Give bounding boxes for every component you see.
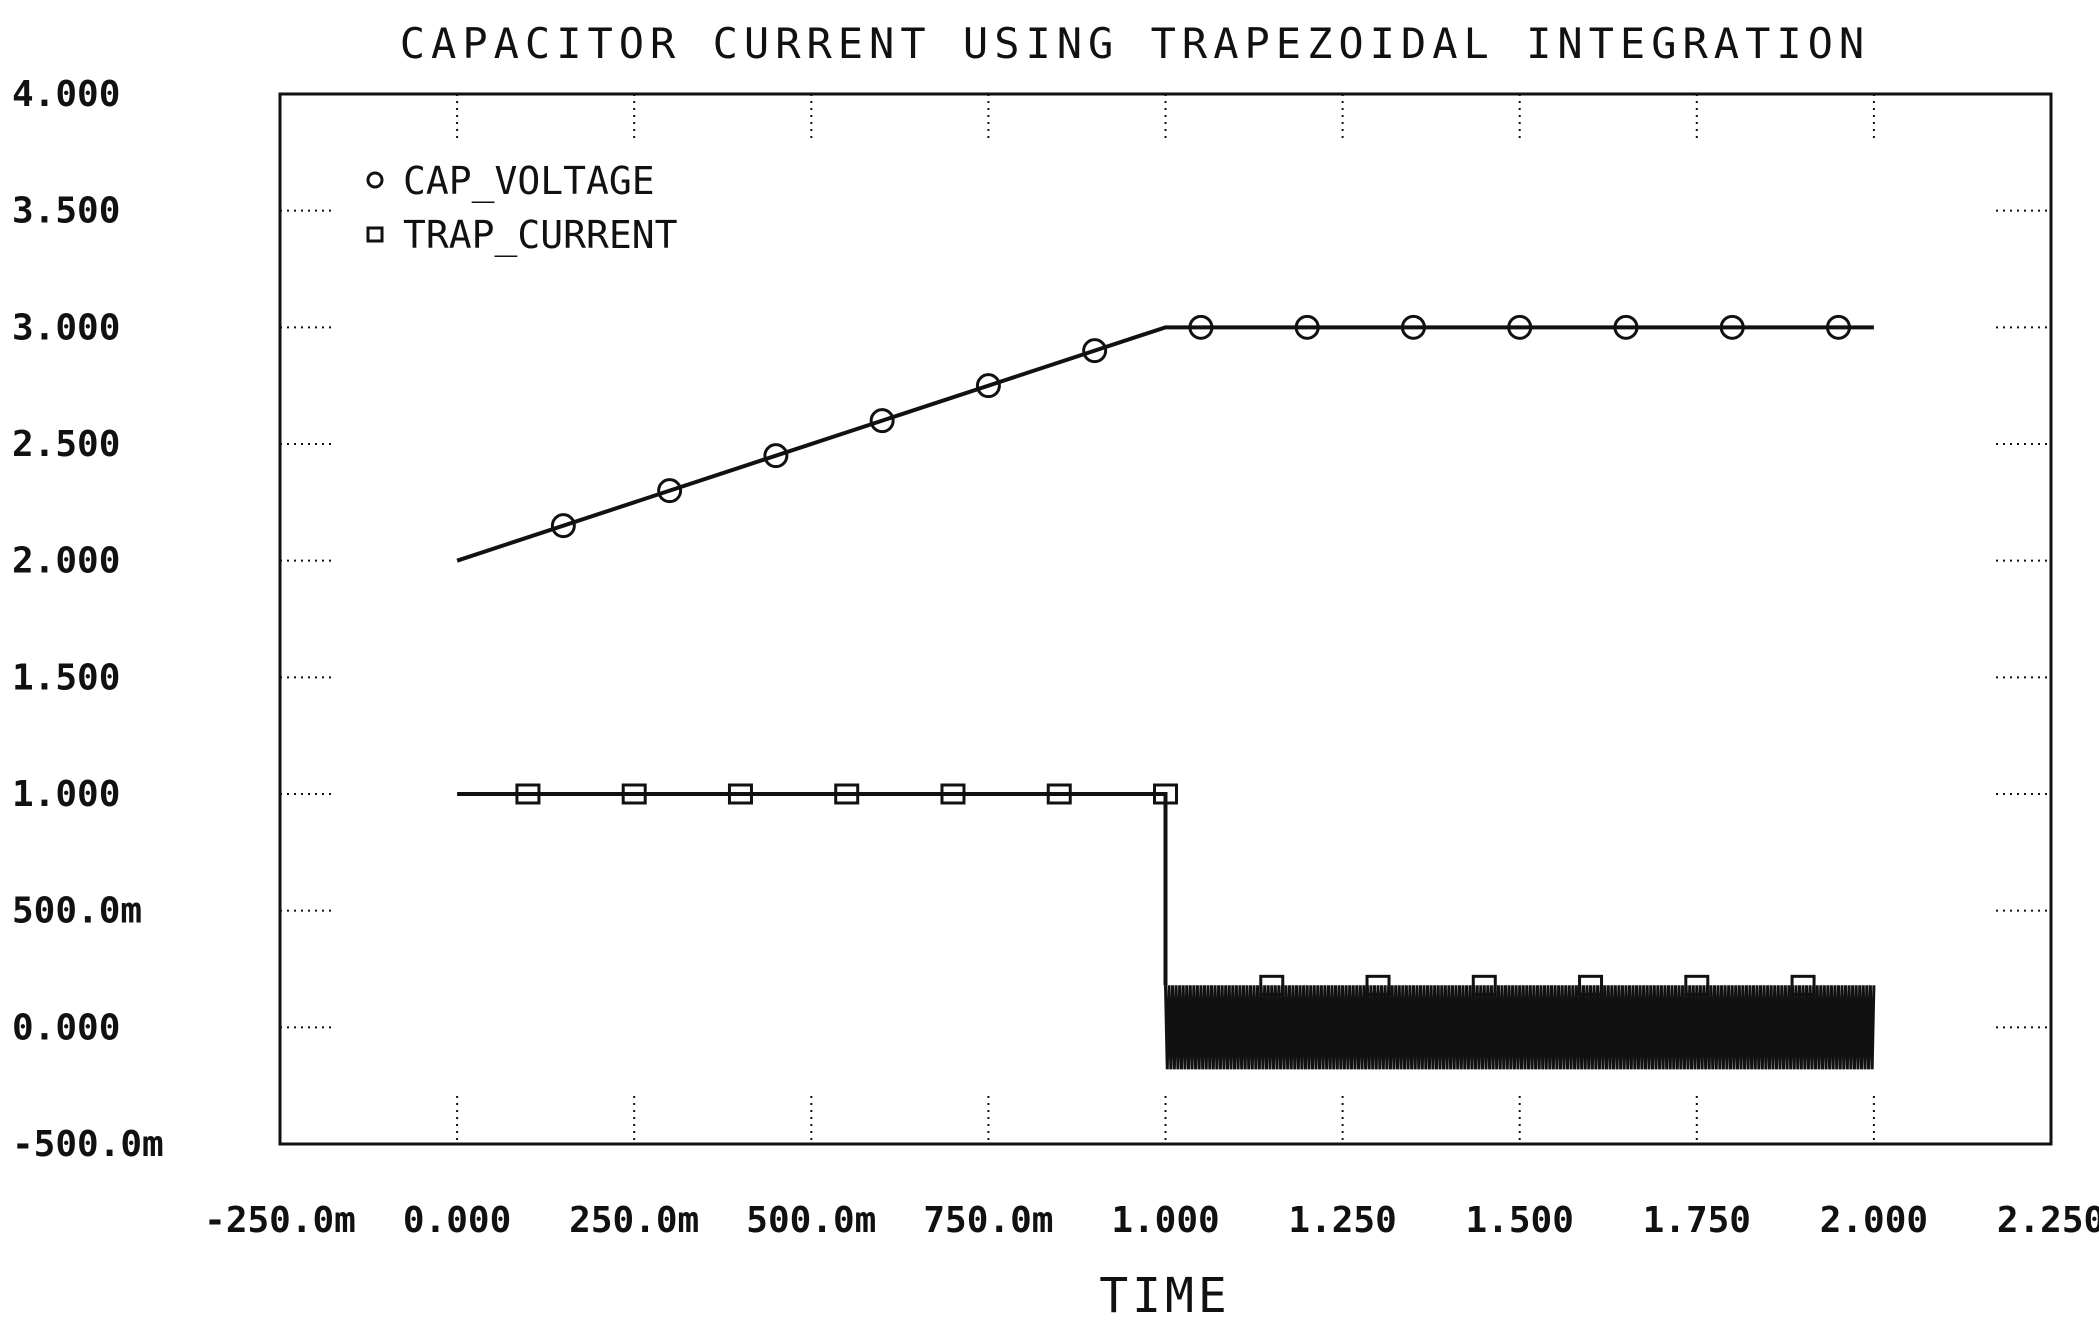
cap-voltage-marker <box>1294 314 1320 340</box>
x-tick-label: 1.500 <box>1466 1200 1574 1241</box>
y-tick-label: 1.500 <box>12 657 120 698</box>
x-tick-label: 750.0m <box>923 1200 1053 1241</box>
x-tick-label: 1.000 <box>1111 1200 1219 1241</box>
y-tick-label: 0.000 <box>12 1007 120 1048</box>
legend-cap-voltage-label: CAP_VOLTAGE <box>403 159 655 204</box>
trap-current-marker <box>1790 974 1816 996</box>
trap-current-line <box>457 792 1168 986</box>
trap-current-marker <box>1578 974 1604 996</box>
y-tick-label: 1.000 <box>12 774 120 815</box>
cap-voltage-marker <box>1188 314 1214 340</box>
trap-current-marker <box>621 783 647 805</box>
x-axis-label: TIME <box>1099 1268 1231 1324</box>
trap-current-marker <box>1684 974 1710 996</box>
cap-voltage-marker <box>763 443 789 469</box>
legend-trap-current-label: TRAP_CURRENT <box>403 213 678 258</box>
trap-current-marker <box>1046 783 1072 805</box>
y-tick-label: -500.0m <box>12 1124 164 1165</box>
trap-current-marker <box>1259 974 1285 996</box>
trap-current-oscillation <box>1164 985 1876 1070</box>
y-tick-label: 2.000 <box>12 541 120 582</box>
y-axis-ticks: -500.0m 0.000 500.0m 1.000 1.500 2.000 2.500 3.… <box>12 74 164 1165</box>
x-tick-label: 2.000 <box>1820 1200 1928 1241</box>
trap-current-marker <box>940 783 966 805</box>
trap-current-marker <box>1365 974 1391 996</box>
trap-current-marker <box>727 783 753 805</box>
x-tick-label: 500.0m <box>746 1200 876 1241</box>
x-tick-label: 1.750 <box>1643 1200 1751 1241</box>
cap-voltage-marker <box>1613 314 1639 340</box>
cap-voltage-marker <box>550 513 576 539</box>
legend: CAP_VOLTAGE TRAP_CURRENT <box>366 159 678 258</box>
x-tick-label: 250.0m <box>569 1200 699 1241</box>
cap-voltage-marker <box>1400 314 1426 340</box>
series-layer <box>456 314 1876 1070</box>
cap-voltage-marker <box>1507 314 1533 340</box>
y-tick-label: 4.000 <box>12 74 120 115</box>
cap-voltage-marker <box>869 408 895 434</box>
chart-title: CAPACITOR CURRENT USING TRAPEZOIDAL INTE… <box>400 19 1870 68</box>
trap-current-marker <box>834 783 860 805</box>
x-axis-ticks: -250.0m 0.000 250.0m 500.0m 750.0m 1.000 1.250… <box>204 1200 2099 1241</box>
y-tick-label: 500.0m <box>12 891 142 932</box>
legend-square-symbol <box>366 226 384 243</box>
y-tick-label: 3.000 <box>12 307 120 348</box>
cap-voltage-marker <box>975 373 1001 399</box>
cap-voltage-marker <box>1825 314 1851 340</box>
cap-voltage-marker <box>657 478 683 504</box>
cap-voltage-marker <box>1082 338 1108 364</box>
legend-circle-symbol <box>366 171 384 189</box>
grid-marks <box>280 94 2051 1144</box>
x-tick-label: -250.0m <box>204 1200 356 1241</box>
y-tick-label: 3.500 <box>12 191 120 232</box>
cap-voltage-marker <box>1719 314 1745 340</box>
trap-current-marker <box>515 783 541 805</box>
x-tick-label: 1.250 <box>1288 1200 1396 1241</box>
y-tick-label: 2.500 <box>12 424 120 465</box>
x-tick-label: 2.250 <box>1997 1200 2099 1241</box>
trap-current-marker <box>1153 783 1178 805</box>
trap-current-marker <box>1471 974 1497 996</box>
cap-voltage-line <box>456 325 1874 563</box>
x-tick-label: 0.000 <box>403 1200 511 1241</box>
